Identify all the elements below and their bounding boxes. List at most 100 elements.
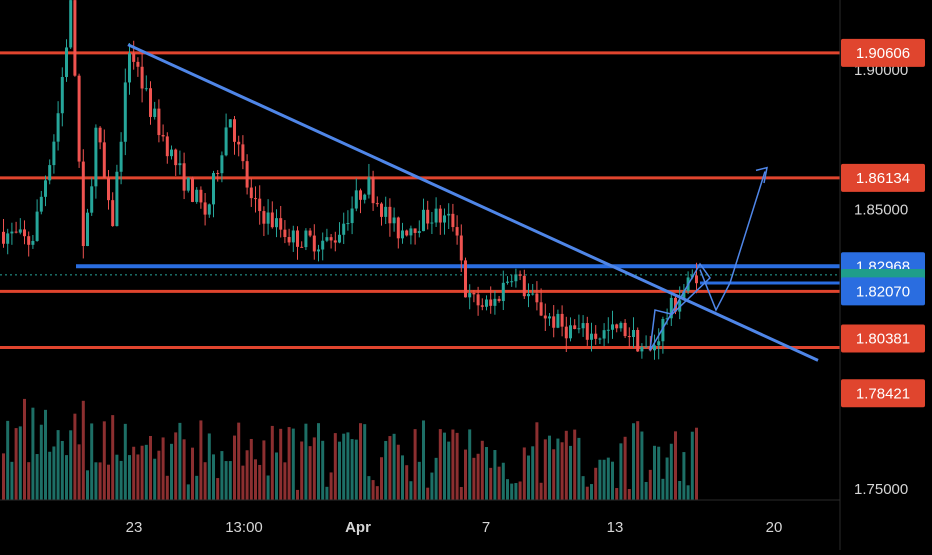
candle-body: [115, 171, 119, 227]
volume-bar: [73, 413, 77, 500]
candle-body: [396, 217, 400, 239]
volume-bar: [451, 429, 455, 500]
volume-bar: [518, 481, 522, 500]
volume-bar: [161, 437, 165, 500]
volume-bar: [455, 432, 459, 500]
volume-bar: [329, 472, 333, 500]
volume-bar: [485, 447, 488, 500]
volume-bar: [14, 428, 18, 500]
candle-body: [674, 297, 677, 312]
volume-bar: [695, 427, 698, 500]
candle-body: [569, 325, 572, 339]
candle-body: [178, 163, 182, 166]
candle-body: [367, 177, 371, 195]
candle-body: [325, 237, 329, 241]
candle-body: [581, 323, 585, 329]
candle-body: [308, 230, 312, 236]
candle-body: [665, 318, 669, 320]
candle-body: [321, 240, 325, 250]
candle-body: [275, 218, 278, 228]
volume-bar: [266, 475, 270, 500]
price-label-text: 1.86134: [856, 170, 910, 187]
flag-pattern: [649, 262, 711, 351]
volume-bar: [669, 443, 673, 500]
volume-bar: [31, 407, 35, 500]
candle-body: [413, 228, 417, 233]
volume-bar: [392, 433, 396, 500]
volume-bar: [170, 443, 173, 500]
volume-bar: [165, 475, 169, 500]
candle-body: [296, 230, 299, 247]
volume-bar: [23, 398, 26, 500]
candle-body: [119, 141, 123, 172]
candle-body: [434, 208, 438, 223]
volume-bar: [434, 457, 438, 500]
volume-bar: [644, 481, 648, 500]
candle-body: [287, 237, 291, 243]
volume-bar: [191, 447, 194, 500]
volume-bar: [401, 455, 404, 500]
volume-bar: [186, 484, 190, 500]
volume-bar: [548, 435, 551, 500]
candle-body: [241, 144, 245, 162]
volume-bar: [27, 462, 31, 500]
volume-bar: [375, 486, 379, 500]
candle-body: [94, 127, 98, 187]
candle-body: [506, 281, 509, 283]
volume-bar: [426, 487, 430, 500]
candle-body: [165, 136, 169, 157]
candle-body: [405, 230, 409, 236]
candle-body: [522, 275, 526, 297]
candle-body: [199, 189, 203, 203]
volume-bar: [338, 441, 341, 500]
volume-bar: [102, 421, 106, 500]
volume-bar: [321, 440, 325, 500]
candle-body: [371, 177, 375, 204]
volume-bar: [245, 450, 249, 500]
candle-body: [598, 338, 602, 340]
candle-body: [207, 204, 211, 215]
time-tick-label: 7: [482, 519, 490, 536]
volume-bar: [350, 439, 354, 500]
volume-bar: [611, 461, 614, 500]
volume-bar: [216, 478, 220, 500]
volume-bar: [493, 450, 497, 500]
candle-body: [695, 275, 698, 284]
candle-body: [359, 190, 362, 200]
volume-bar: [590, 484, 593, 500]
time-axis[interactable]: 23 13:00 Apr 7 13 20: [126, 519, 783, 536]
volume-bar: [535, 422, 539, 500]
candle-body: [317, 249, 320, 252]
volume-bar: [149, 436, 152, 500]
candle-body: [472, 292, 476, 295]
candle-body: [333, 240, 337, 243]
candle-body: [157, 108, 161, 136]
candle-body: [161, 135, 165, 137]
volume-bar: [514, 483, 518, 500]
volume-bar: [594, 467, 598, 500]
volume-bar: [2, 453, 5, 500]
volume-bar: [569, 445, 572, 500]
volume-bar: [275, 452, 278, 500]
volume-bar: [317, 423, 320, 500]
price-label-text: 1.82070: [856, 283, 910, 300]
candle-body: [279, 218, 283, 230]
candle-body: [623, 322, 627, 337]
volume-bar: [598, 459, 602, 500]
volume-bar: [140, 445, 144, 500]
volume-bar: [212, 454, 215, 500]
candle-body: [392, 217, 396, 224]
candle-body: [31, 240, 35, 245]
candle-body: [606, 329, 610, 331]
volume-bar: [111, 415, 115, 500]
candle-body: [514, 274, 518, 282]
volume-bar: [39, 424, 43, 500]
volume-bar: [447, 441, 451, 500]
volume-bar: [6, 420, 10, 500]
time-tick-label: 13:00: [225, 519, 263, 536]
volume-bar: [283, 462, 287, 500]
candle-body: [262, 211, 266, 224]
candle-body: [438, 208, 442, 223]
